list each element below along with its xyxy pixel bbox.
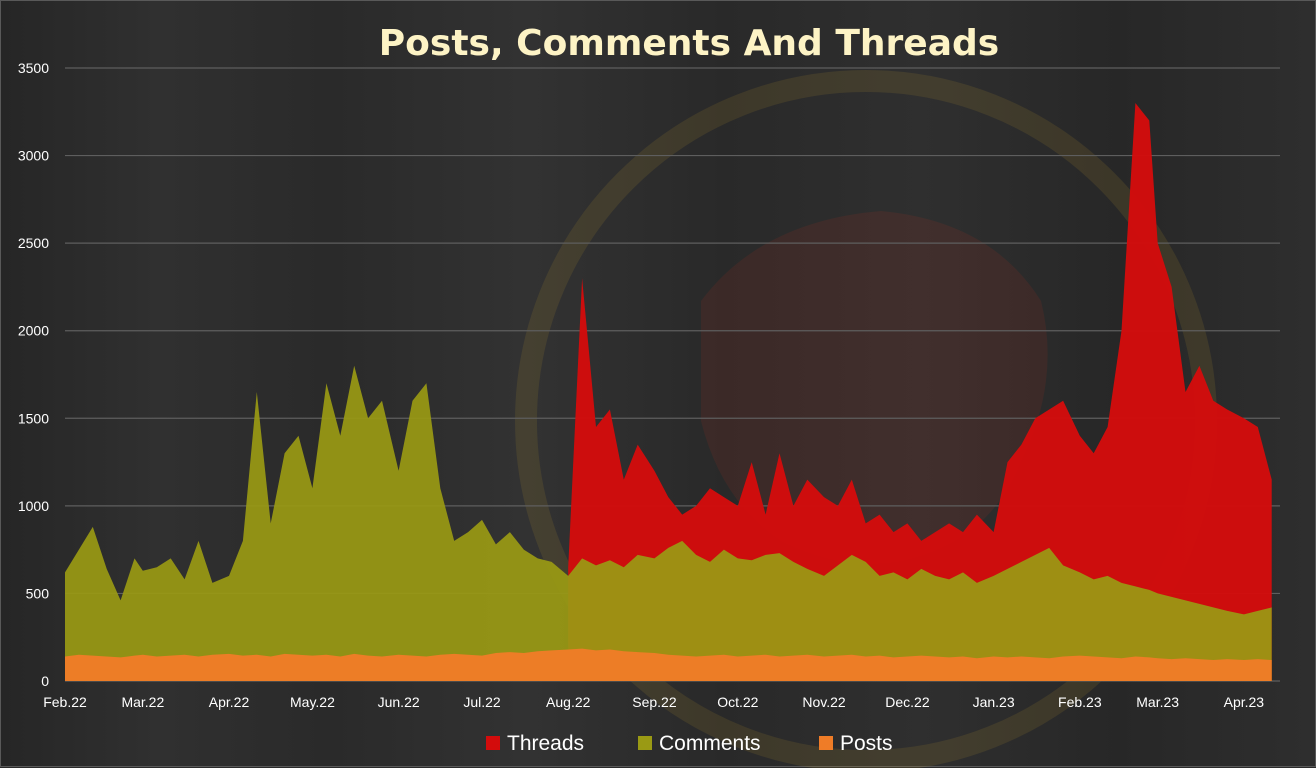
y-tick-label: 2500 [18, 235, 49, 251]
x-tick-label: Nov.22 [802, 694, 846, 710]
x-tick-label: May.22 [290, 694, 335, 710]
legend-label-comments: Comments [659, 732, 761, 755]
x-tick-label: Jul.22 [463, 694, 501, 710]
series-area-comments [65, 365, 1272, 681]
chart-title: Posts, Comments And Threads [379, 23, 999, 64]
x-tick-label: Feb.23 [1058, 694, 1102, 710]
x-tick-label: Jan.23 [973, 694, 1015, 710]
x-tick-label: Apr.23 [1224, 694, 1265, 710]
y-tick-label: 500 [26, 585, 50, 601]
x-axis-ticks: Feb.22 Mar.22 Apr.22 May.22 Jun.22 Jul.22 Aug.… [43, 694, 1264, 710]
x-tick-label: Dec.22 [885, 694, 930, 710]
watermark-lion-icon [701, 211, 1048, 564]
y-tick-label: 3000 [18, 148, 49, 164]
legend-swatch-posts [819, 736, 833, 750]
series-area-posts [65, 648, 1272, 681]
legend-label-threads: Threads [507, 732, 584, 755]
legend: Threads Comments Posts [486, 732, 893, 755]
x-tick-label: Sep.22 [632, 694, 677, 710]
y-tick-label: 2000 [18, 323, 49, 339]
x-tick-label: Oct.22 [717, 694, 758, 710]
x-tick-label: Apr.22 [209, 694, 250, 710]
x-tick-label: Feb.22 [43, 694, 87, 710]
series-area-threads [568, 103, 1272, 681]
y-tick-label: 1500 [18, 410, 49, 426]
x-tick-label: Mar.23 [1136, 694, 1179, 710]
x-tick-label: Jun.22 [378, 694, 420, 710]
x-tick-label: Aug.22 [546, 694, 591, 710]
y-tick-label: 3500 [18, 60, 49, 76]
y-tick-label: 1000 [18, 498, 49, 514]
legend-swatch-threads [486, 736, 500, 750]
y-tick-label: 0 [41, 673, 49, 689]
y-axis-ticks: 0 500 1000 1500 2000 2500 3000 3500 [18, 60, 49, 689]
series-areas [65, 103, 1272, 681]
x-tick-label: Mar.22 [121, 694, 164, 710]
legend-label-posts: Posts [840, 732, 893, 755]
legend-swatch-comments [638, 736, 652, 750]
